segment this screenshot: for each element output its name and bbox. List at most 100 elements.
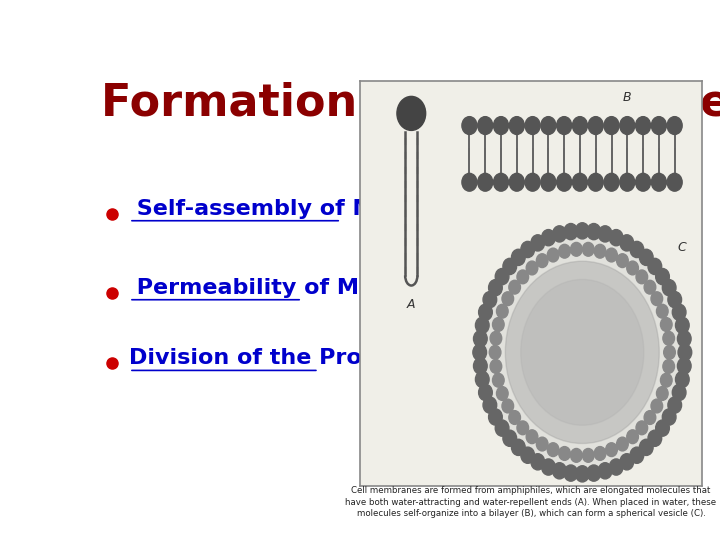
Circle shape — [598, 463, 612, 479]
Circle shape — [672, 384, 686, 401]
Circle shape — [531, 454, 544, 470]
Circle shape — [570, 242, 582, 256]
Circle shape — [660, 373, 672, 387]
Circle shape — [672, 304, 686, 320]
Circle shape — [662, 280, 676, 296]
Circle shape — [564, 465, 577, 481]
Circle shape — [572, 173, 588, 191]
Circle shape — [636, 173, 651, 191]
Circle shape — [678, 358, 691, 374]
Text: Self-assembly of Membrane: Self-assembly of Membrane — [129, 199, 486, 219]
Circle shape — [525, 173, 540, 191]
Circle shape — [575, 465, 589, 482]
Circle shape — [620, 454, 634, 470]
Circle shape — [541, 117, 556, 134]
Circle shape — [497, 305, 508, 318]
Circle shape — [509, 173, 524, 191]
Circle shape — [521, 280, 644, 426]
Circle shape — [462, 173, 477, 191]
Circle shape — [675, 372, 689, 388]
Circle shape — [609, 459, 623, 475]
Text: B: B — [623, 91, 631, 104]
Circle shape — [598, 226, 612, 242]
Circle shape — [657, 305, 668, 318]
Circle shape — [517, 421, 528, 435]
Circle shape — [502, 399, 513, 413]
Circle shape — [495, 420, 509, 436]
Text: Formation of the Protocell: Formation of the Protocell — [101, 82, 720, 124]
Circle shape — [652, 173, 667, 191]
Circle shape — [627, 430, 639, 443]
Circle shape — [536, 254, 548, 267]
Circle shape — [480, 231, 685, 474]
Circle shape — [517, 270, 528, 284]
Circle shape — [525, 117, 540, 134]
Circle shape — [493, 173, 508, 191]
Circle shape — [652, 117, 667, 134]
Circle shape — [477, 173, 492, 191]
Circle shape — [648, 258, 662, 274]
Circle shape — [474, 358, 487, 374]
Circle shape — [521, 447, 534, 463]
Circle shape — [588, 173, 603, 191]
Circle shape — [651, 292, 662, 306]
Text: Division of the Proto-cell: Division of the Proto-cell — [129, 348, 441, 368]
Circle shape — [639, 249, 653, 266]
Circle shape — [664, 346, 675, 359]
Text: C: C — [677, 241, 686, 254]
Circle shape — [620, 173, 635, 191]
Circle shape — [559, 245, 570, 258]
Circle shape — [509, 117, 524, 134]
Circle shape — [627, 261, 639, 275]
Circle shape — [678, 345, 692, 361]
Circle shape — [675, 317, 689, 333]
Circle shape — [505, 261, 660, 443]
Circle shape — [462, 117, 477, 134]
Circle shape — [547, 443, 559, 456]
Circle shape — [397, 97, 426, 131]
Circle shape — [483, 292, 497, 308]
Circle shape — [503, 258, 516, 274]
Circle shape — [473, 345, 487, 361]
Circle shape — [660, 318, 672, 332]
Circle shape — [502, 292, 513, 306]
Circle shape — [636, 117, 651, 134]
Circle shape — [526, 261, 538, 275]
Circle shape — [678, 330, 691, 347]
Circle shape — [572, 117, 588, 134]
Circle shape — [648, 430, 662, 447]
Circle shape — [553, 226, 567, 242]
Circle shape — [479, 384, 492, 401]
Circle shape — [477, 117, 492, 134]
Circle shape — [489, 409, 503, 425]
Circle shape — [541, 230, 555, 246]
Circle shape — [497, 387, 508, 400]
Circle shape — [663, 332, 675, 345]
Circle shape — [536, 437, 548, 451]
Circle shape — [616, 437, 629, 451]
Circle shape — [582, 449, 594, 462]
Circle shape — [575, 222, 589, 239]
Circle shape — [541, 459, 555, 475]
Circle shape — [667, 173, 682, 191]
Circle shape — [526, 430, 538, 443]
Circle shape — [570, 449, 582, 462]
Circle shape — [557, 117, 572, 134]
Circle shape — [663, 360, 675, 373]
Text: Cell membranes are formed from amphiphiles, which are elongated molecules that
h: Cell membranes are formed from amphiphil… — [346, 486, 716, 518]
Circle shape — [656, 420, 670, 436]
Circle shape — [604, 173, 619, 191]
Circle shape — [587, 224, 600, 240]
Circle shape — [521, 241, 534, 258]
Circle shape — [609, 230, 623, 246]
Circle shape — [483, 397, 497, 413]
Circle shape — [604, 117, 619, 134]
Circle shape — [541, 173, 556, 191]
Circle shape — [559, 447, 570, 460]
Text: Permeability of Membrane: Permeability of Membrane — [129, 278, 470, 298]
Circle shape — [492, 318, 504, 332]
Circle shape — [479, 304, 492, 320]
Circle shape — [644, 280, 656, 294]
Circle shape — [490, 332, 502, 345]
Circle shape — [495, 268, 509, 285]
